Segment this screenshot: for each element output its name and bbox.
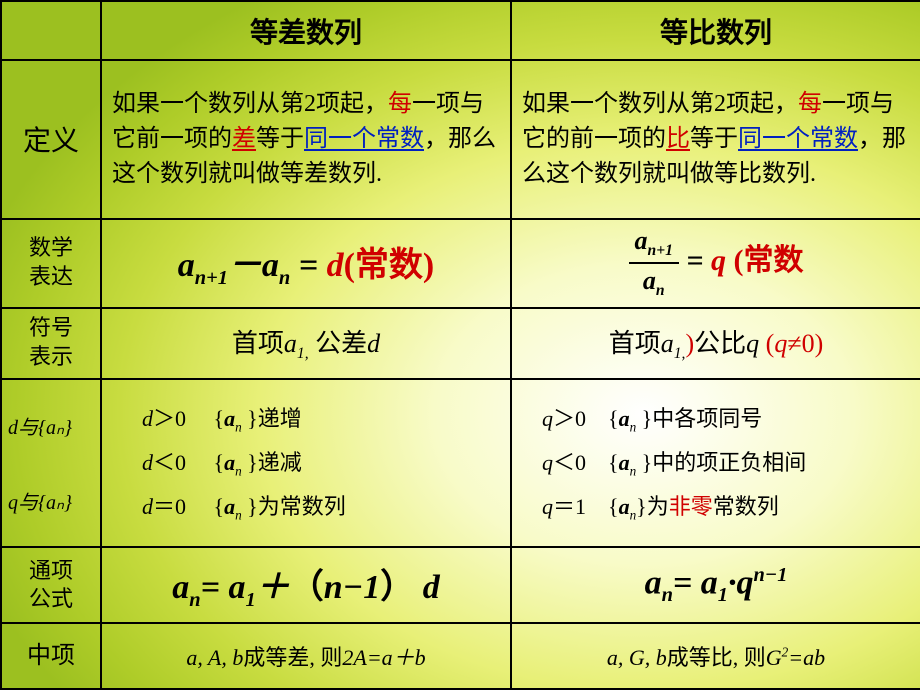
- midterm-row: 中项 a, A, b成等差, 则2A=a＋b a, G, b成等比, 则G2=a…: [1, 623, 920, 689]
- general-label: 通项公式: [1, 547, 101, 623]
- expr-label: 数学表达: [1, 219, 101, 308]
- mid-geom: a, G, b成等比, 则G2=ab: [511, 623, 920, 689]
- def-geom: 如果一个数列从第2项起，每一项与它的前一项的比等于同一个常数，那么这个数列就叫做…: [511, 60, 920, 218]
- symbol-geom: 首项a1,)公比q (q≠0): [511, 308, 920, 379]
- header-blank: [1, 1, 101, 60]
- relation-row: d与{aₙ} q与{aₙ} d＞0 {an }递增 d＜0 {an }递减 d＝…: [1, 379, 920, 548]
- rel-label: d与{aₙ} q与{aₙ}: [1, 379, 101, 548]
- def-arith: 如果一个数列从第2项起，每一项与它前一项的差等于同一个常数，那么这个数列就叫做等…: [101, 60, 511, 218]
- symbol-row: 符号表示 首项a1, 公差d 首项a1,)公比q (q≠0): [1, 308, 920, 379]
- definition-row: 定义 如果一个数列从第2项起，每一项与它前一项的差等于同一个常数，那么这个数列就…: [1, 60, 920, 218]
- general-arith: an= a1＋（n−1） d: [101, 547, 511, 623]
- rel-arith: d＞0 {an }递增 d＜0 {an }递减 d＝0 {an }为常数列: [101, 379, 511, 548]
- general-geom: an= a1·qn−1: [511, 547, 920, 623]
- rel-geom: q＞0 {an }中各项同号 q＜0 {an }中的项正负相间 q＝1 {an}…: [511, 379, 920, 548]
- header-geom: 等比数列: [511, 1, 920, 60]
- symbol-label: 符号表示: [1, 308, 101, 379]
- def-label: 定义: [1, 60, 101, 218]
- symbol-arith: 首项a1, 公差d: [101, 308, 511, 379]
- header-arith: 等差数列: [101, 1, 511, 60]
- expression-row: 数学表达 an+1－an = d(常数) an+1 an = q (常数: [1, 219, 920, 308]
- expr-arith: an+1－an = d(常数): [101, 219, 511, 308]
- expr-geom: an+1 an = q (常数: [511, 219, 920, 308]
- mid-label: 中项: [1, 623, 101, 689]
- comparison-table: 等差数列 等比数列 定义 如果一个数列从第2项起，每一项与它前一项的差等于同一个…: [0, 0, 920, 690]
- header-row: 等差数列 等比数列: [1, 1, 920, 60]
- mid-arith: a, A, b成等差, 则2A=a＋b: [101, 623, 511, 689]
- general-formula-row: 通项公式 an= a1＋（n−1） d an= a1·qn−1: [1, 547, 920, 623]
